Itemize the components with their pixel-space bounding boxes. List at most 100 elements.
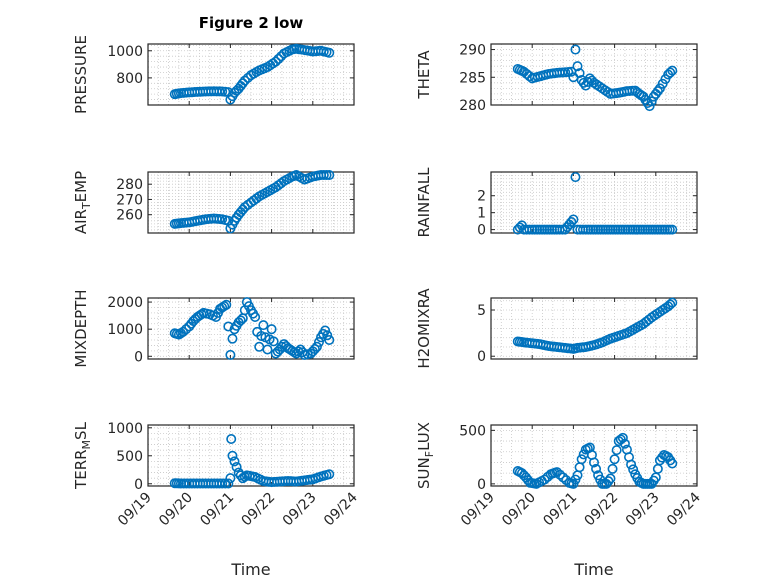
data-point-interp: [628, 464, 639, 475]
subplot-terr_msl: 0 500 1000 TERRMSL 09/19 09/20 09/21 09/22 09/23…: [72, 421, 361, 530]
data-point-interp: [591, 463, 602, 474]
y-tick-label: 1: [477, 206, 486, 222]
y-axis-label: PRESSURE: [72, 35, 90, 114]
axes-box: [490, 43, 698, 106]
data-point: [311, 341, 322, 352]
data-point: [262, 344, 273, 355]
data-point-interp: [665, 67, 676, 78]
data-point-interp: [273, 53, 284, 64]
data-point-interp: [557, 224, 568, 235]
data-point: [667, 224, 678, 235]
data-point: [570, 172, 581, 183]
data-point: [221, 299, 232, 310]
y-tick-label: 285: [459, 70, 486, 86]
y-tick-label: 0: [134, 477, 143, 493]
data-point: [558, 472, 569, 483]
data-point-interp: [619, 438, 630, 449]
x-tick-label: 09/19: [458, 490, 498, 530]
data-point: [226, 433, 237, 444]
y-tick-label: 1000: [107, 421, 143, 437]
data-point-interp: [665, 299, 676, 310]
data-point: [227, 450, 238, 461]
axes-box: [147, 171, 355, 234]
y-tick-label: 290: [459, 43, 486, 59]
data-point: [568, 214, 579, 225]
data-point: [229, 456, 240, 467]
subplot-pressure: 800 1000 PRESSURE: [72, 35, 355, 114]
data-point-interp: [611, 445, 622, 456]
subplot-sun_flux: 0 500 SUNFLUX 09/19 09/20 09/21 09/22 09/23 09/2…: [415, 422, 704, 529]
x-axis-label-right: Time: [573, 560, 613, 579]
data-point: [570, 44, 581, 55]
data-point: [644, 101, 655, 112]
data-point-interp: [181, 324, 192, 335]
y-tick-label: 0: [477, 477, 486, 493]
y-tick-label: 1000: [107, 322, 143, 338]
y-tick-label: 800: [116, 71, 143, 87]
data-point-interp: [235, 315, 246, 326]
data-point: [225, 473, 236, 484]
data-point: [225, 349, 236, 360]
y-axis-label: THETA: [415, 50, 433, 100]
data-point-interp: [256, 330, 267, 341]
y-axis-label: RAINFALL: [415, 167, 433, 238]
data-point-interp: [313, 337, 324, 348]
data-point: [258, 320, 269, 331]
data-point-interp: [321, 170, 332, 181]
y-axis-label: AIRTEMP: [72, 171, 93, 234]
data-point-interp: [646, 96, 657, 107]
x-tick-label: 09/21: [540, 490, 580, 530]
axes-box: [147, 297, 355, 360]
x-tick-label: 09/19: [115, 490, 155, 530]
y-tick-label: 2: [477, 189, 486, 205]
subplot-rainfall: 012 RAINFALL: [415, 167, 698, 239]
data-point: [217, 478, 228, 489]
data-point-interp: [652, 86, 663, 97]
y-tick-label: 2000: [107, 295, 143, 311]
data-point: [588, 457, 599, 468]
axes-box: [490, 424, 698, 487]
y-tick-label: 0: [477, 349, 486, 365]
axes-box: [490, 297, 698, 360]
data-point: [324, 335, 335, 346]
subplot-mixdepth: 0 1000 2000 MIXDEPTH: [72, 289, 355, 368]
figure-title: Figure 2 low: [199, 14, 304, 32]
data-point: [539, 474, 550, 485]
y-axis-label: MIXDEPTH: [72, 289, 90, 367]
y-tick-label: 260: [116, 208, 143, 224]
data-point: [219, 301, 230, 312]
data-point: [609, 454, 620, 465]
y-axis-label: SUNFLUX: [415, 422, 436, 489]
data-point: [231, 461, 242, 472]
x-tick-label: 09/21: [197, 490, 237, 530]
data-point: [250, 311, 261, 322]
y-tick-label: 280: [459, 98, 486, 114]
x-tick-label: 09/24: [664, 489, 704, 529]
y-tick-label: 500: [459, 423, 486, 439]
subplot-h2omixra: 0 5 H2OMIXRA: [415, 288, 698, 369]
x-axis-label-left: Time: [230, 560, 270, 579]
data-point: [576, 454, 587, 465]
data-point-interp: [574, 68, 585, 79]
data-point: [667, 458, 678, 469]
data-point-interp: [566, 216, 577, 227]
x-tick-label: 09/23: [280, 490, 320, 530]
x-tick-label: 09/20: [156, 490, 196, 530]
y-tick-label: 0: [134, 349, 143, 365]
data-point-interp: [268, 336, 279, 347]
axes-box: [147, 424, 355, 487]
x-tick-label: 09/22: [239, 490, 279, 530]
data-point: [667, 65, 678, 76]
data-point: [270, 56, 281, 67]
data-point: [324, 469, 335, 480]
data-point-interp: [603, 476, 614, 487]
data-point: [178, 326, 189, 337]
y-tick-label: 270: [116, 192, 143, 208]
y-tick-label: 0: [477, 223, 486, 239]
y-axis-label: H2OMIXRA: [415, 288, 433, 369]
data-point: [551, 467, 562, 478]
y-tick-label: 500: [116, 449, 143, 465]
x-tick-label: 09/24: [321, 489, 361, 529]
